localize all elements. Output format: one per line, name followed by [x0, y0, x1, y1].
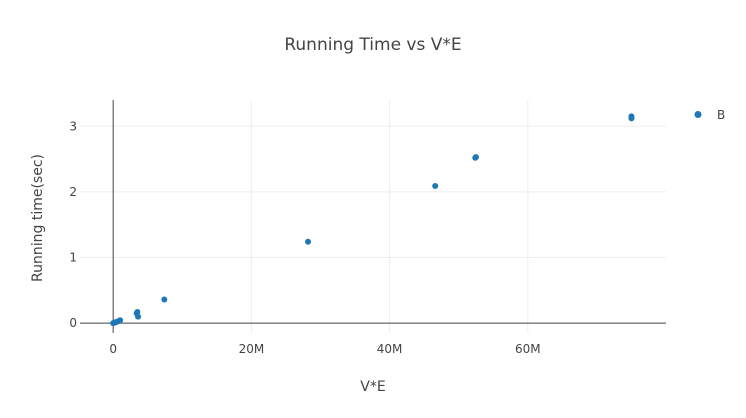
legend-label: B	[717, 108, 725, 122]
y-tick-label: 3	[69, 119, 77, 133]
data-point[interactable]	[472, 154, 479, 161]
x-axis-title: V*E	[360, 379, 385, 395]
data-point[interactable]	[161, 296, 168, 303]
data-point[interactable]	[305, 238, 312, 245]
y-tick-label: 2	[69, 185, 77, 199]
y-axis-title: Running time(sec)	[30, 154, 46, 282]
y-tick-label: 1	[69, 251, 77, 265]
data-point[interactable]	[134, 308, 141, 315]
points-layer	[110, 113, 635, 327]
data-point[interactable]	[117, 317, 124, 324]
x-tick-label: 60M	[515, 342, 541, 356]
chart-title: Running Time vs V*E	[284, 35, 461, 55]
data-point[interactable]	[432, 182, 439, 189]
legend[interactable]: B	[694, 108, 726, 122]
y-tick-label: 0	[69, 316, 77, 330]
data-point[interactable]	[628, 115, 635, 122]
x-tick-label: 20M	[239, 342, 265, 356]
grid-layer	[80, 100, 666, 333]
ticks-layer: 0 20M 40M 60M 0 1 2 3	[69, 119, 540, 356]
data-point[interactable]	[135, 313, 142, 320]
legend-marker	[694, 111, 702, 118]
x-tick-label: 0	[109, 342, 117, 356]
axis-layer	[80, 100, 666, 333]
x-tick-label: 40M	[377, 342, 403, 356]
